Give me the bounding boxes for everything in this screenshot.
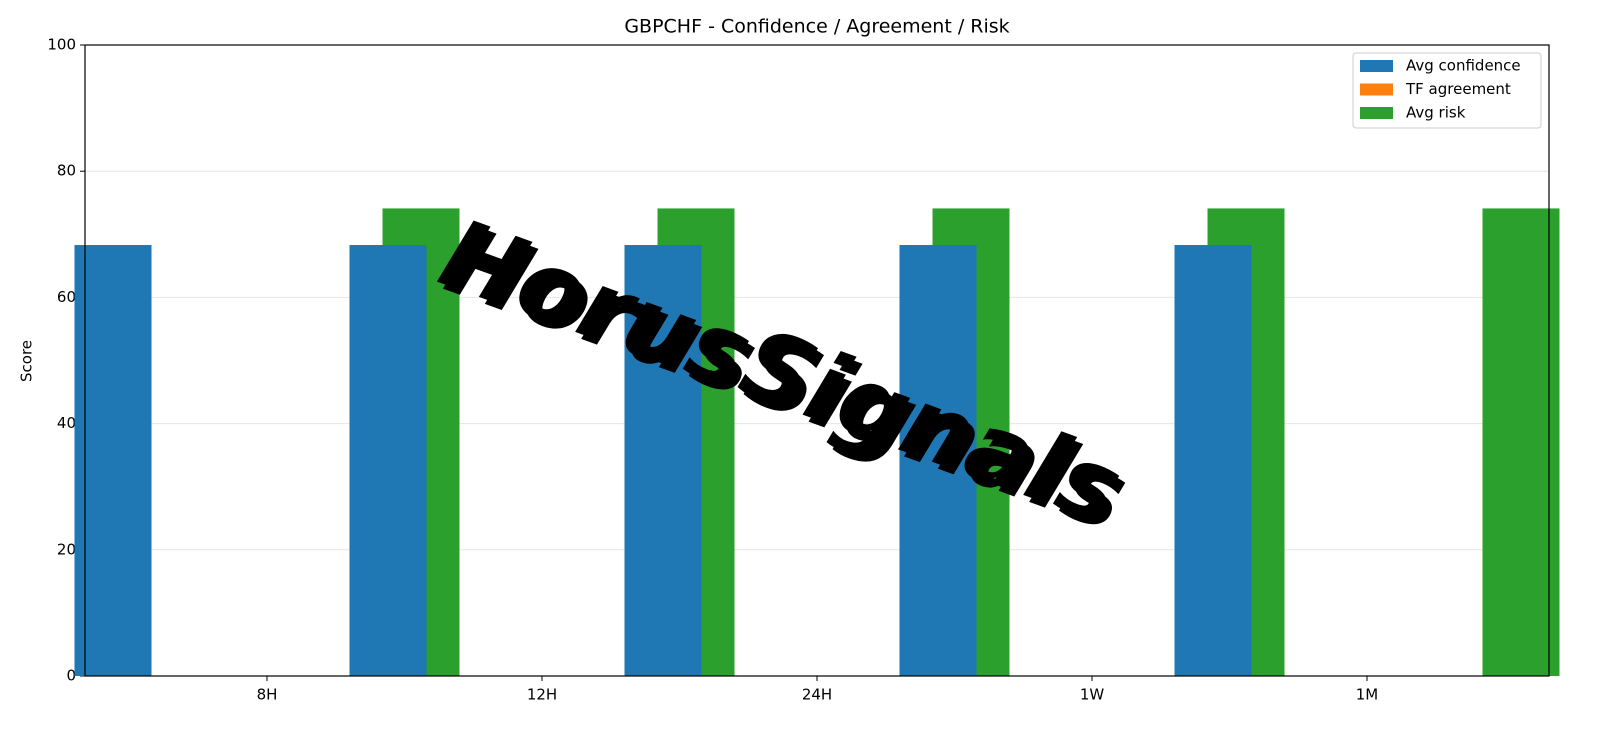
axes-frame: [84, 44, 1550, 677]
y-tick-label: 20: [57, 540, 76, 558]
x-tick-label: 12H: [527, 686, 557, 704]
legend-swatch: [1360, 60, 1393, 72]
x-tick-label: 8H: [257, 686, 278, 704]
bar: [349, 245, 427, 677]
x-tick-label: 1M: [1356, 686, 1379, 704]
y-tick-label: 60: [57, 288, 76, 306]
bar: [74, 245, 152, 677]
legend-swatch: [1360, 83, 1393, 96]
y-tick-label: 100: [47, 36, 76, 54]
legend-label: TF agreement: [1405, 80, 1511, 98]
bar: [1482, 208, 1560, 676]
legend-box: [1352, 52, 1542, 129]
chart-title: GBPCHF - Confidence / Agreement / Risk: [624, 16, 1009, 38]
y-tick-label: 40: [57, 414, 76, 432]
legend-label: Avg confidence: [1406, 57, 1521, 75]
bar: [899, 245, 977, 677]
bar: [1174, 245, 1252, 677]
legend-label: Avg risk: [1406, 104, 1466, 122]
y-tick-label: 80: [57, 162, 76, 180]
y-tick-label: 0: [66, 667, 76, 685]
legend-swatch: [1360, 107, 1393, 119]
x-tick-label: 1W: [1080, 686, 1105, 704]
y-axis-label: Score: [18, 340, 36, 382]
x-tick-label: 24H: [802, 686, 832, 704]
bar: [624, 245, 702, 677]
